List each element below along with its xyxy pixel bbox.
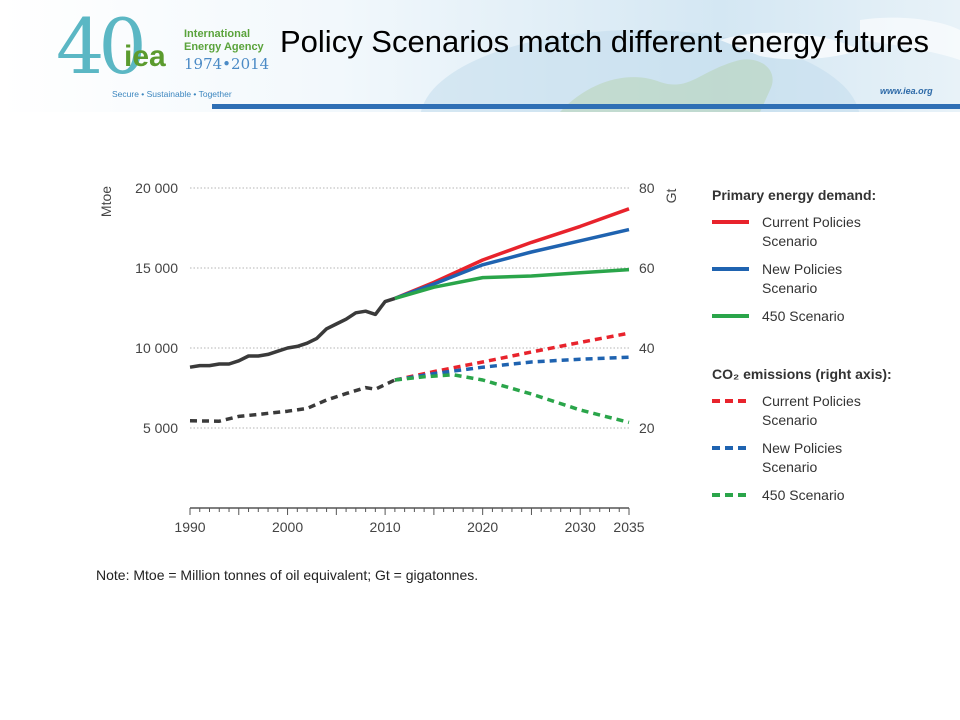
left-axis-tick-label: 15 000: [135, 260, 178, 276]
logo-forty: 40: [56, 2, 147, 91]
series-line-co2_history: [189, 378, 396, 423]
series-line-co2_current: [394, 331, 630, 382]
logo-tagline: Secure • Sustainable • Together: [112, 89, 232, 99]
left-axis-tick-label: 20 000: [135, 180, 178, 196]
legend-heading: CO₂ emissions (right axis):: [712, 366, 892, 382]
legend-label: Scenario: [762, 233, 817, 249]
series-line-co2_450: [394, 373, 630, 425]
left-axis-tick-label: 10 000: [135, 340, 178, 356]
x-axis-tick-label: 1990: [174, 519, 205, 535]
logo-org-name: International Energy Agency: [184, 28, 264, 54]
header-globe-background: [0, 0, 960, 112]
legend-label: Current Policies: [762, 214, 861, 230]
legend-label: Current Policies: [762, 393, 861, 409]
right-axis-tick-label: 40: [639, 340, 655, 356]
series-line-demand_new: [394, 227, 630, 301]
series-line-demand_450: [394, 267, 630, 301]
x-axis-tick-label: 2020: [467, 519, 498, 535]
website-link[interactable]: www.iea.org: [880, 86, 933, 96]
logo-org-line1: International: [184, 28, 251, 40]
right-axis-tick-label: 20: [639, 420, 655, 436]
legend-label: New Policies: [762, 261, 842, 277]
logo-iea-acronym: iea: [124, 40, 166, 73]
slide-header: 40 iea International Energy Agency 1974•…: [0, 0, 960, 112]
x-axis-tick-label: 2010: [370, 519, 401, 535]
logo-years: 1974•2014: [184, 55, 270, 73]
right-axis-tick-label: 60: [639, 260, 655, 276]
right-axis-label: Gt: [663, 189, 679, 204]
series-line-demand_history: [189, 296, 396, 369]
logo-org-line2: Energy Agency: [184, 41, 264, 53]
series-line-co2_new: [394, 355, 630, 382]
legend-label: Scenario: [762, 459, 817, 475]
right-axis-tick-label: 80: [639, 180, 655, 196]
legend-label: Scenario: [762, 412, 817, 428]
legend-label: 450 Scenario: [762, 487, 845, 503]
legend-label: Scenario: [762, 280, 817, 296]
left-axis-tick-label: 5 000: [143, 420, 178, 436]
x-axis-tick-label: 2035: [613, 519, 644, 535]
slide-title: Policy Scenarios match different energy …: [280, 24, 930, 59]
left-axis-label: Mtoe: [98, 186, 114, 217]
x-axis-tick-label: 2030: [565, 519, 596, 535]
legend-heading: Primary energy demand:: [712, 187, 876, 203]
chart-note: Note: Mtoe = Million tonnes of oil equiv…: [96, 567, 479, 583]
legend-label: 450 Scenario: [762, 308, 845, 324]
header-rule: [212, 104, 960, 109]
legend-label: New Policies: [762, 440, 842, 456]
x-axis-tick-label: 2000: [272, 519, 303, 535]
